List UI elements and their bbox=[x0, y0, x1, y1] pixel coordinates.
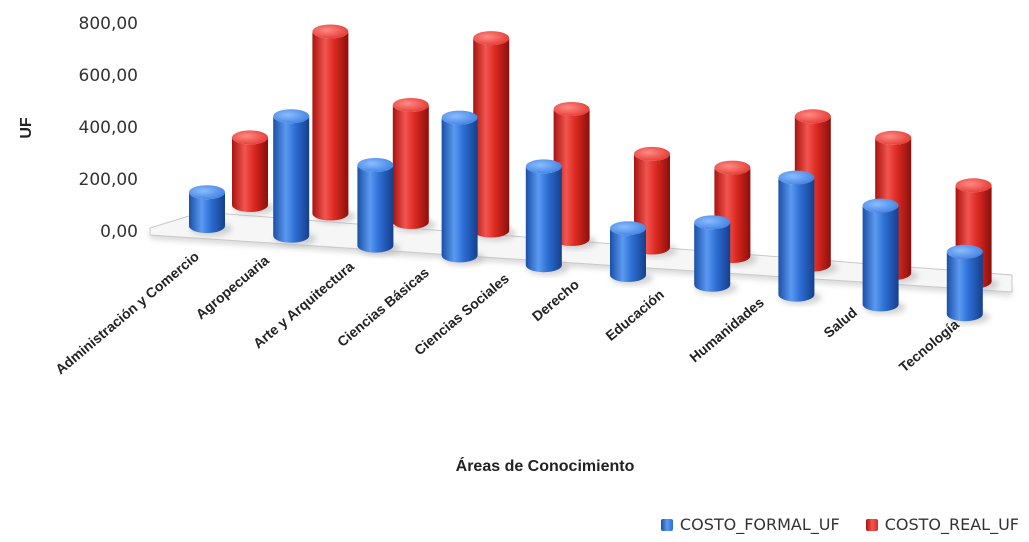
bars-layer bbox=[189, 24, 999, 325]
bar-real-top bbox=[312, 24, 349, 39]
x-tick-label: Agropecuaria bbox=[193, 252, 273, 322]
y-axis-title: UF bbox=[18, 117, 35, 139]
bar-formal bbox=[441, 117, 478, 263]
legend-label: COSTO_REAL_UF bbox=[884, 515, 1019, 534]
bar-real bbox=[392, 105, 429, 229]
bar-formal bbox=[610, 228, 646, 282]
bar-formal-top bbox=[946, 244, 983, 259]
bar-real-group bbox=[232, 130, 275, 215]
bar-formal bbox=[946, 251, 983, 322]
y-tick-label: 0,00 bbox=[100, 222, 138, 242]
x-axis-title: Áreas de Conocimiento bbox=[456, 456, 635, 475]
bar-formal-group bbox=[862, 198, 906, 315]
x-tick-label: Administración y Comercio bbox=[52, 248, 202, 377]
bar-formal-top bbox=[273, 109, 310, 124]
legend-swatch-blue bbox=[660, 518, 673, 531]
bar-formal bbox=[357, 165, 394, 253]
bar-formal-top bbox=[778, 170, 815, 185]
x-tick-label: Salud bbox=[820, 304, 859, 341]
bar-real bbox=[553, 109, 590, 247]
y-axis: 800,00 600,00 400,00 200,00 0,00 bbox=[79, 14, 138, 242]
y-tick-label: 400,00 bbox=[79, 118, 138, 138]
bar-formal-group bbox=[273, 109, 317, 246]
bar-formal-top bbox=[189, 185, 225, 200]
bar-real-top bbox=[473, 31, 510, 46]
bar-formal-top bbox=[441, 110, 478, 125]
x-tick-label: Tecnología bbox=[896, 316, 962, 375]
bar-real-top bbox=[714, 160, 751, 175]
bar-formal-group bbox=[694, 215, 738, 295]
bar-real-top bbox=[392, 98, 429, 112]
x-tick-label: Ciencias Sociales bbox=[411, 270, 512, 358]
bar-formal-top bbox=[357, 158, 394, 172]
bar-real-group bbox=[392, 98, 436, 232]
legend-item: COSTO_REAL_UF bbox=[865, 515, 1019, 534]
bar-formal-top bbox=[694, 215, 731, 230]
legend-swatch-red bbox=[865, 518, 878, 531]
bar-real-top bbox=[875, 130, 912, 145]
bar-real-group bbox=[312, 24, 356, 224]
bar-formal-top bbox=[610, 221, 646, 236]
bar-real-group bbox=[473, 31, 517, 241]
x-tick-label: Derecho bbox=[529, 276, 582, 324]
bar-formal bbox=[273, 116, 310, 243]
bar-real bbox=[232, 137, 268, 212]
legend-label: COSTO_FORMAL_UF bbox=[679, 515, 840, 534]
legend: COSTO_FORMAL_UF COSTO_REAL_UF bbox=[660, 515, 1019, 534]
bar-formal-group bbox=[441, 110, 485, 266]
bar-real bbox=[312, 31, 349, 221]
bar-formal-group bbox=[189, 185, 232, 236]
bar-real-group bbox=[553, 102, 597, 249]
legend-item: COSTO_FORMAL_UF bbox=[660, 515, 840, 534]
bar-real-top bbox=[955, 178, 992, 193]
y-tick-label: 200,00 bbox=[79, 170, 138, 190]
bar-real-top bbox=[794, 109, 831, 124]
bar-formal bbox=[525, 166, 562, 273]
bar-real-top bbox=[232, 130, 268, 145]
bar-formal bbox=[862, 205, 899, 312]
bar-formal bbox=[694, 222, 731, 292]
bar-formal bbox=[189, 192, 225, 233]
x-tick-label: Humanidades bbox=[686, 294, 767, 365]
bar-formal-group bbox=[357, 158, 401, 256]
x-tick-label: Educación bbox=[602, 286, 667, 344]
bar-formal bbox=[778, 177, 815, 302]
y-tick-label: 800,00 bbox=[79, 14, 138, 34]
bar-formal-top bbox=[525, 159, 562, 174]
bar-formal-group bbox=[946, 244, 990, 325]
bar-real bbox=[473, 38, 510, 238]
bar-formal-top bbox=[862, 198, 899, 213]
bar-formal-group bbox=[778, 170, 822, 305]
bar-formal-group bbox=[525, 159, 569, 276]
y-tick-label: 600,00 bbox=[79, 66, 138, 86]
bar-real-top bbox=[634, 146, 670, 161]
bar-formal-group bbox=[610, 221, 653, 285]
bar-real-top bbox=[553, 102, 590, 116]
